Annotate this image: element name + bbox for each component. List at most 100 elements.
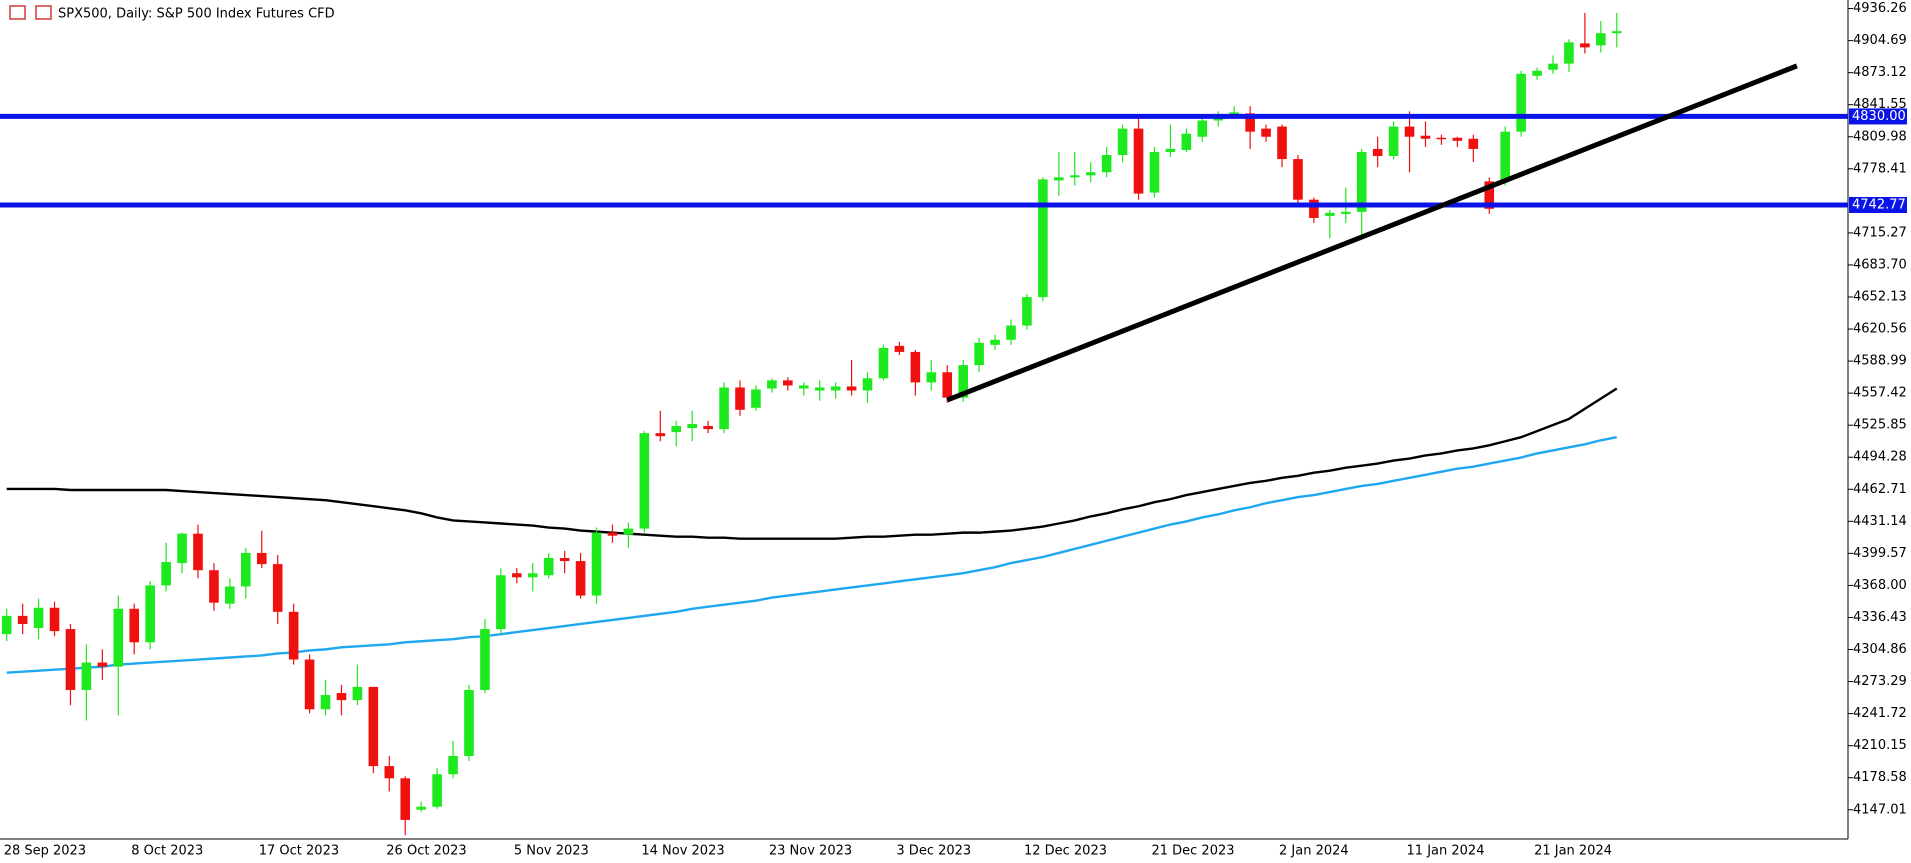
candle-body (320, 695, 331, 710)
candle-body (1436, 137, 1447, 140)
candle-body (1404, 126, 1415, 137)
candle-body (1388, 126, 1399, 157)
candle-body (1468, 138, 1479, 149)
y-tick-label: 4715.27 (1853, 225, 1907, 240)
y-tick-label: 4241.72 (1853, 706, 1907, 721)
candle-body (1261, 128, 1271, 137)
candle-body (336, 693, 347, 701)
candle-body (767, 380, 777, 389)
candle-body (543, 558, 554, 576)
candle-body (878, 347, 889, 379)
candle-body (655, 433, 666, 437)
candle-body (272, 564, 283, 612)
y-tick-label: 4652.13 (1853, 289, 1907, 304)
y-tick-label: 4210.15 (1853, 738, 1907, 753)
y-tick-label: 4809.98 (1853, 129, 1907, 144)
candle-body (559, 558, 570, 562)
trendline (946, 63, 1798, 403)
candle-body (352, 686, 363, 701)
candle-body (33, 607, 44, 629)
candle-body (798, 385, 809, 389)
candle-body (1245, 113, 1255, 132)
candle-body (65, 629, 76, 690)
candle-body (910, 351, 921, 383)
symbol-icon (9, 5, 52, 20)
candle-body (591, 532, 602, 596)
candle-body (894, 345, 905, 352)
candle-body (974, 342, 984, 366)
level-label-box (1849, 196, 1907, 213)
y-tick-label: 4368.00 (1853, 578, 1907, 593)
candle-body (671, 426, 682, 433)
candle-body (1596, 33, 1606, 46)
candle-body (241, 552, 251, 587)
y-tick-label: 4904.69 (1853, 33, 1907, 48)
candle-body (1022, 297, 1032, 326)
candle-body (926, 372, 937, 383)
candle-body (49, 607, 60, 632)
candle-body (846, 386, 857, 391)
candle-body (432, 774, 442, 807)
candle-body (830, 386, 841, 391)
candle-body (1452, 137, 1463, 141)
x-tick-label: 2 Jan 2024 (1279, 844, 1349, 859)
x-tick-label: 28 Sep 2023 (4, 844, 86, 859)
moving-average (6, 436, 1617, 674)
candle-body (1101, 155, 1112, 173)
candle-body (751, 389, 761, 408)
y-tick-label: 4178.58 (1853, 770, 1907, 785)
y-tick-label: 4494.28 (1853, 450, 1907, 465)
x-tick-label: 21 Jan 2024 (1534, 844, 1612, 859)
candle-body (1340, 211, 1351, 214)
y-tick-label: 4336.43 (1853, 610, 1907, 625)
x-tick-label: 23 Nov 2023 (769, 844, 852, 859)
candle-body (1197, 120, 1208, 137)
candle-body (400, 778, 411, 820)
candle-body (177, 533, 187, 564)
candle-body (145, 585, 155, 643)
y-tick-label: 4873.12 (1853, 65, 1907, 80)
candle-body (384, 766, 395, 779)
y-tick-label: 4304.86 (1853, 642, 1907, 657)
y-tick-label: 4273.29 (1853, 674, 1907, 689)
candle-body (1181, 133, 1192, 150)
candle-body (1611, 31, 1622, 34)
chart-title: SPX500, Daily: S&P 500 Index Futures CFD (58, 7, 335, 22)
x-tick-label: 17 Oct 2023 (259, 844, 339, 859)
candle-body (288, 611, 299, 660)
candle-body (783, 380, 793, 386)
candle-body (480, 629, 490, 690)
candle-body (17, 615, 28, 624)
candle-body (1069, 175, 1080, 178)
level-label: 4742.77 (1852, 197, 1906, 212)
candle-body (703, 426, 713, 430)
candle-body (814, 387, 825, 391)
candle-body (623, 528, 634, 535)
candle-body (687, 424, 697, 429)
candle-body (607, 532, 618, 536)
y-tick-label: 4399.57 (1853, 546, 1907, 561)
candle-body (1325, 212, 1335, 216)
candle-body (1006, 325, 1016, 340)
candle-body (225, 586, 235, 604)
candle-body (527, 573, 538, 578)
candle-body (1293, 159, 1303, 200)
candle-body (1229, 112, 1239, 116)
y-tick-label: 4147.01 (1853, 802, 1907, 817)
candle-body (1484, 181, 1495, 209)
candle-body (1, 615, 12, 635)
y-tick-label: 4778.41 (1853, 161, 1907, 176)
candle-body (1149, 151, 1160, 193)
candle-body (496, 575, 506, 630)
candle-body (575, 561, 586, 596)
candle-body (464, 689, 474, 756)
candle-body (862, 378, 873, 391)
candle-body (129, 608, 140, 643)
candle-body (1548, 63, 1558, 70)
candle-body (1500, 131, 1510, 182)
candle-body (1277, 126, 1287, 160)
candle-body (113, 608, 124, 667)
x-tick-label: 14 Nov 2023 (641, 844, 724, 859)
